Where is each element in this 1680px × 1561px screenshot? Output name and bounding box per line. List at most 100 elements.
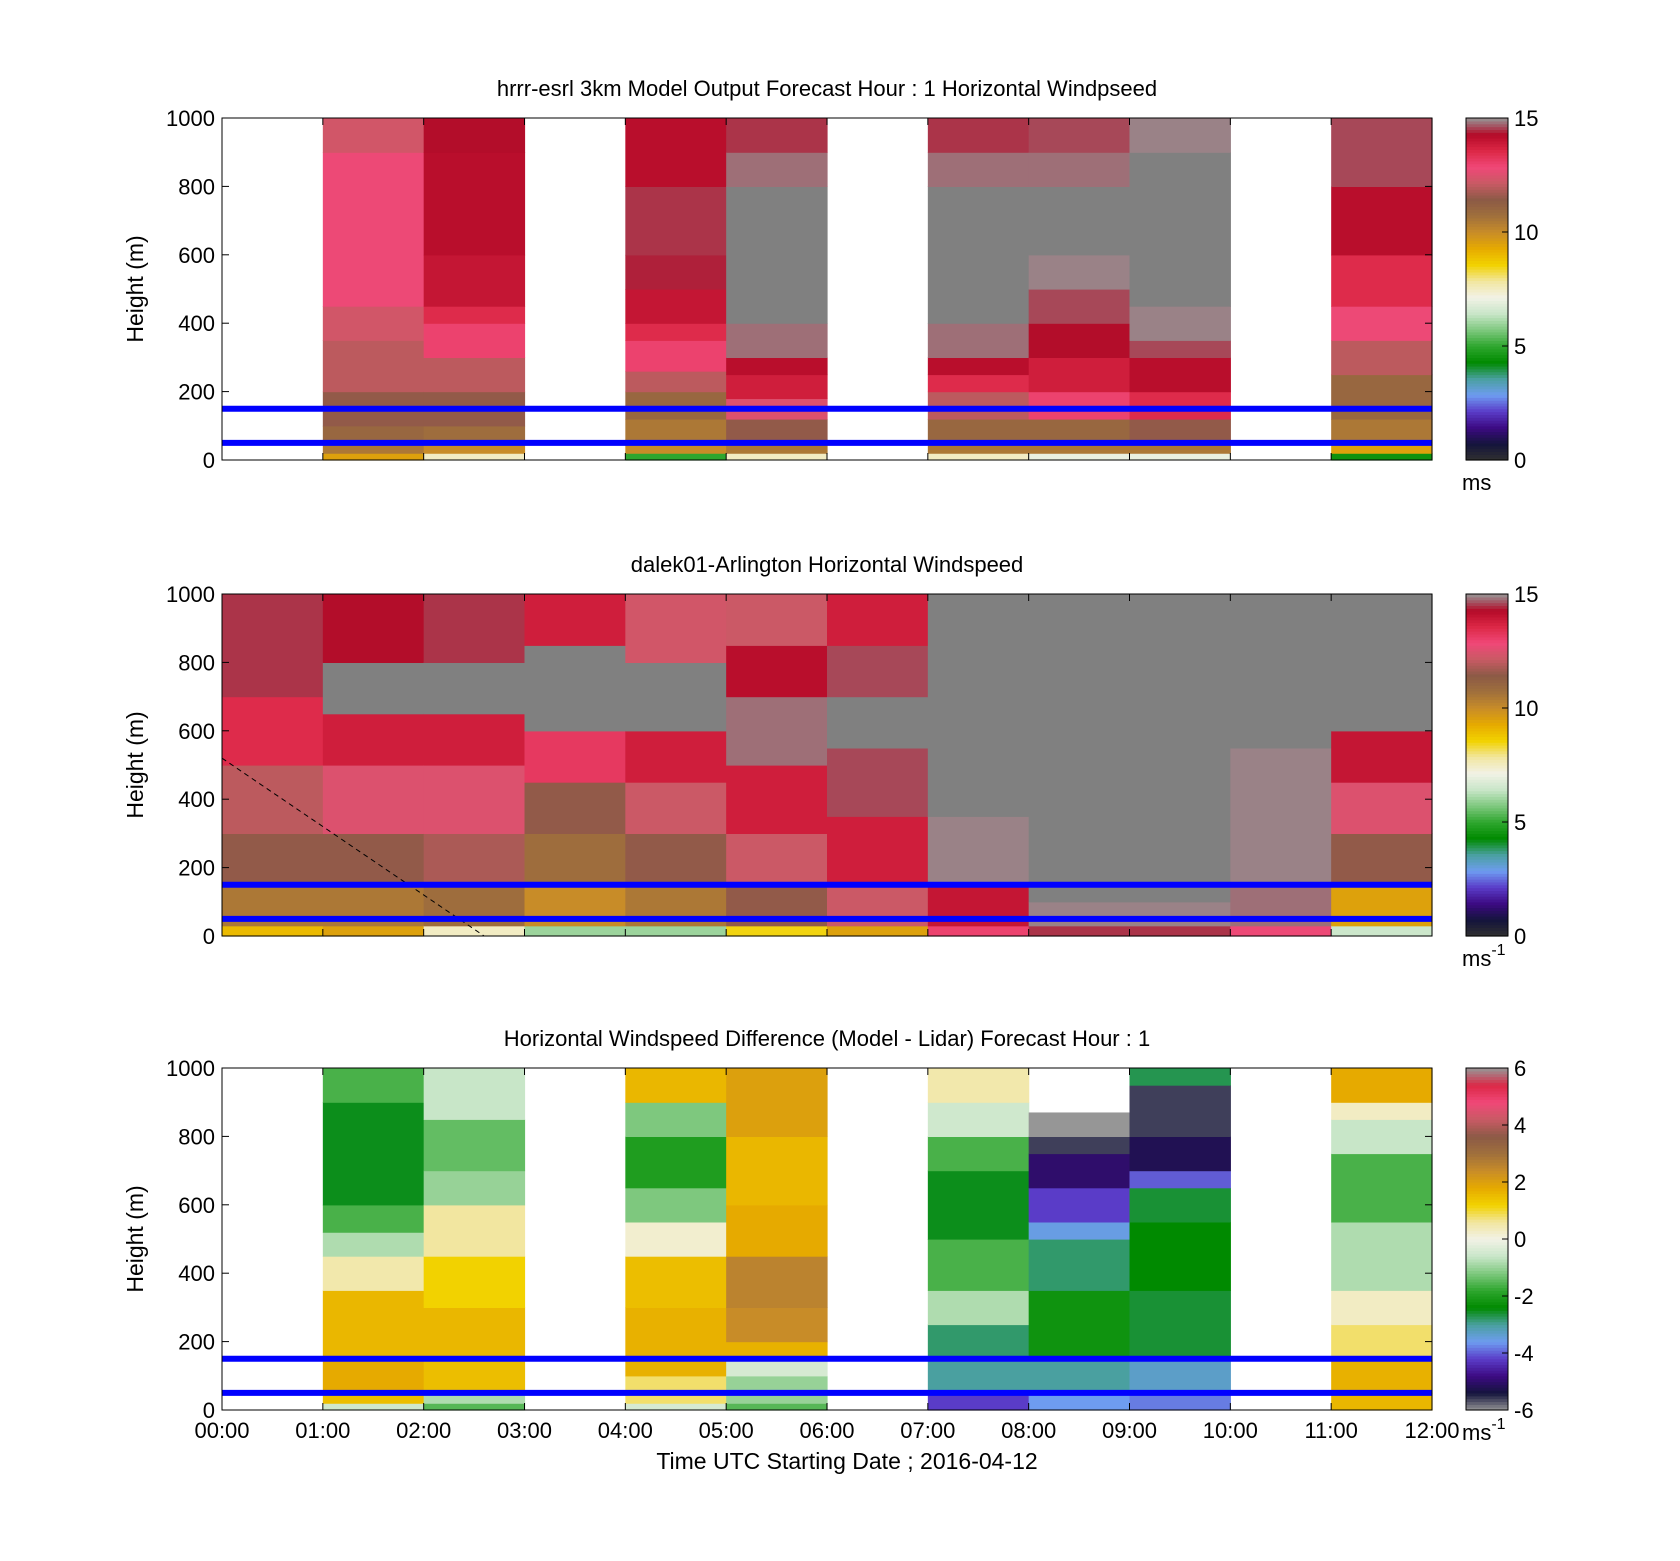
colorbar-segment: [1466, 1204, 1508, 1209]
colorbar-segment: [1466, 1102, 1508, 1106]
heatmap-cell: [1331, 340, 1433, 376]
colorbar-tick-label: 10: [1514, 220, 1538, 245]
heatmap-cell: [1331, 1119, 1433, 1155]
colorbar-segment: [1466, 1335, 1508, 1340]
colorbar-segment: [1466, 1278, 1508, 1283]
colorbar-segment: [1466, 1398, 1508, 1403]
y-tick-label: 800: [178, 650, 215, 675]
colorbar-segment: [1466, 1387, 1508, 1391]
colorbar-segment: [1466, 1407, 1508, 1411]
colorbar-segment: [1466, 232, 1508, 236]
y-axis-label: Height (m): [122, 1185, 148, 1292]
heatmap-cell: [726, 1403, 828, 1411]
colorbar-segment: [1466, 1167, 1508, 1172]
colorbar-segment: [1466, 428, 1508, 433]
colorbar-segment: [1466, 126, 1508, 130]
heatmap-cell: [1129, 1290, 1231, 1360]
colorbar-segment: [1466, 1256, 1508, 1260]
colorbar-segment: [1466, 320, 1508, 324]
colorbar-segment: [1466, 383, 1508, 387]
colorbar-segment: [1466, 839, 1508, 843]
heatmap-cell: [726, 1341, 828, 1360]
heatmap-cell: [322, 594, 425, 663]
heatmap-cell: [1331, 418, 1433, 441]
colorbar-segment: [1466, 1239, 1508, 1243]
heatmap-cell: [423, 1119, 526, 1172]
colorbar-segment: [1466, 759, 1508, 763]
heatmap-cell: [726, 357, 828, 376]
heatmap-cell: [1331, 782, 1433, 834]
colorbar-segment: [1466, 1353, 1508, 1357]
heatmap-cell: [1028, 118, 1131, 153]
colorbar-segment: [1466, 930, 1508, 934]
colorbar-segment: [1466, 611, 1508, 615]
colorbar-segment: [1466, 448, 1508, 453]
colorbar-segment: [1466, 753, 1508, 758]
colorbar-segment: [1466, 1153, 1508, 1157]
colorbar-segment: [1466, 217, 1508, 222]
colorbar-segment: [1466, 1122, 1508, 1126]
colorbar-segment: [1466, 163, 1508, 168]
colorbar-segment: [1466, 1119, 1508, 1123]
colorbar-segment: [1466, 1224, 1508, 1229]
colorbar-segment: [1466, 776, 1508, 780]
colorbar-segment: [1466, 209, 1508, 213]
heatmap-cell: [827, 925, 929, 937]
heatmap-cell: [1129, 1392, 1231, 1411]
colorbar-segment: [1466, 1315, 1508, 1320]
x-tick-label: 04:00: [598, 1418, 653, 1443]
colorbar-segment: [1466, 371, 1508, 376]
x-tick-label: 01:00: [295, 1418, 350, 1443]
heatmap-cell: [1331, 1358, 1433, 1394]
colorbar-segment: [1466, 910, 1508, 914]
colorbar-segment: [1466, 688, 1508, 692]
colorbar-segment: [1466, 844, 1508, 849]
y-tick-label: 600: [178, 243, 215, 268]
colorbar-segment: [1466, 1164, 1508, 1169]
colorbar-segment: [1466, 454, 1508, 458]
colorbar-segment: [1466, 870, 1508, 874]
colorbar-segment: [1466, 1156, 1508, 1160]
colorbar-tick-label: 0: [1514, 448, 1526, 473]
colorbar-unit-label: ms-1: [1462, 942, 1506, 971]
heatmap-cell: [1331, 925, 1433, 937]
heatmap-cell: [625, 1068, 727, 1103]
heatmap-cell: [927, 816, 1030, 886]
heatmap-cell: [1028, 391, 1131, 420]
colorbar-segment: [1466, 200, 1508, 205]
colorbar-segment: [1466, 263, 1508, 267]
heatmap-cell: [927, 1358, 1030, 1394]
colorbar-segment: [1466, 1298, 1508, 1303]
heatmap-cell: [927, 323, 1030, 358]
heatmap-cell: [423, 306, 526, 324]
colorbar-segment: [1466, 331, 1508, 336]
colorbar-segment: [1466, 280, 1508, 284]
colorbar-segment: [1466, 1293, 1508, 1297]
colorbar-segment: [1466, 927, 1508, 931]
colorbar-segment: [1466, 1247, 1508, 1251]
colorbar-segment: [1466, 1113, 1508, 1118]
colorbar-segment: [1466, 1367, 1508, 1371]
heatmap-cell: [1028, 1239, 1131, 1291]
y-tick-label: 200: [178, 380, 215, 405]
colorbar-segment: [1466, 420, 1508, 424]
y-tick-label: 200: [178, 1330, 215, 1355]
heatmap-cell: [827, 747, 929, 817]
colorbar-segment: [1466, 223, 1508, 227]
heatmap-cell: [625, 925, 727, 937]
colorbar-segment: [1466, 1150, 1508, 1155]
heatmap-cell: [1331, 1392, 1433, 1411]
colorbar-segment: [1466, 166, 1508, 170]
colorbar-tick-label: 6: [1514, 1056, 1526, 1081]
heatmap-cell: [423, 1392, 526, 1404]
heatmap-cell: [1331, 186, 1433, 256]
colorbar-segment: [1466, 682, 1508, 686]
colorbar-segment: [1466, 169, 1508, 173]
heatmap-cell: [322, 1403, 425, 1411]
colorbar-segment: [1466, 411, 1508, 415]
heatmap-cell: [1129, 418, 1231, 441]
heatmap-cell: [827, 594, 929, 646]
colorbar-segment: [1466, 1110, 1508, 1115]
colorbar-segment: [1466, 822, 1508, 826]
heatmap-cell: [625, 1187, 727, 1223]
